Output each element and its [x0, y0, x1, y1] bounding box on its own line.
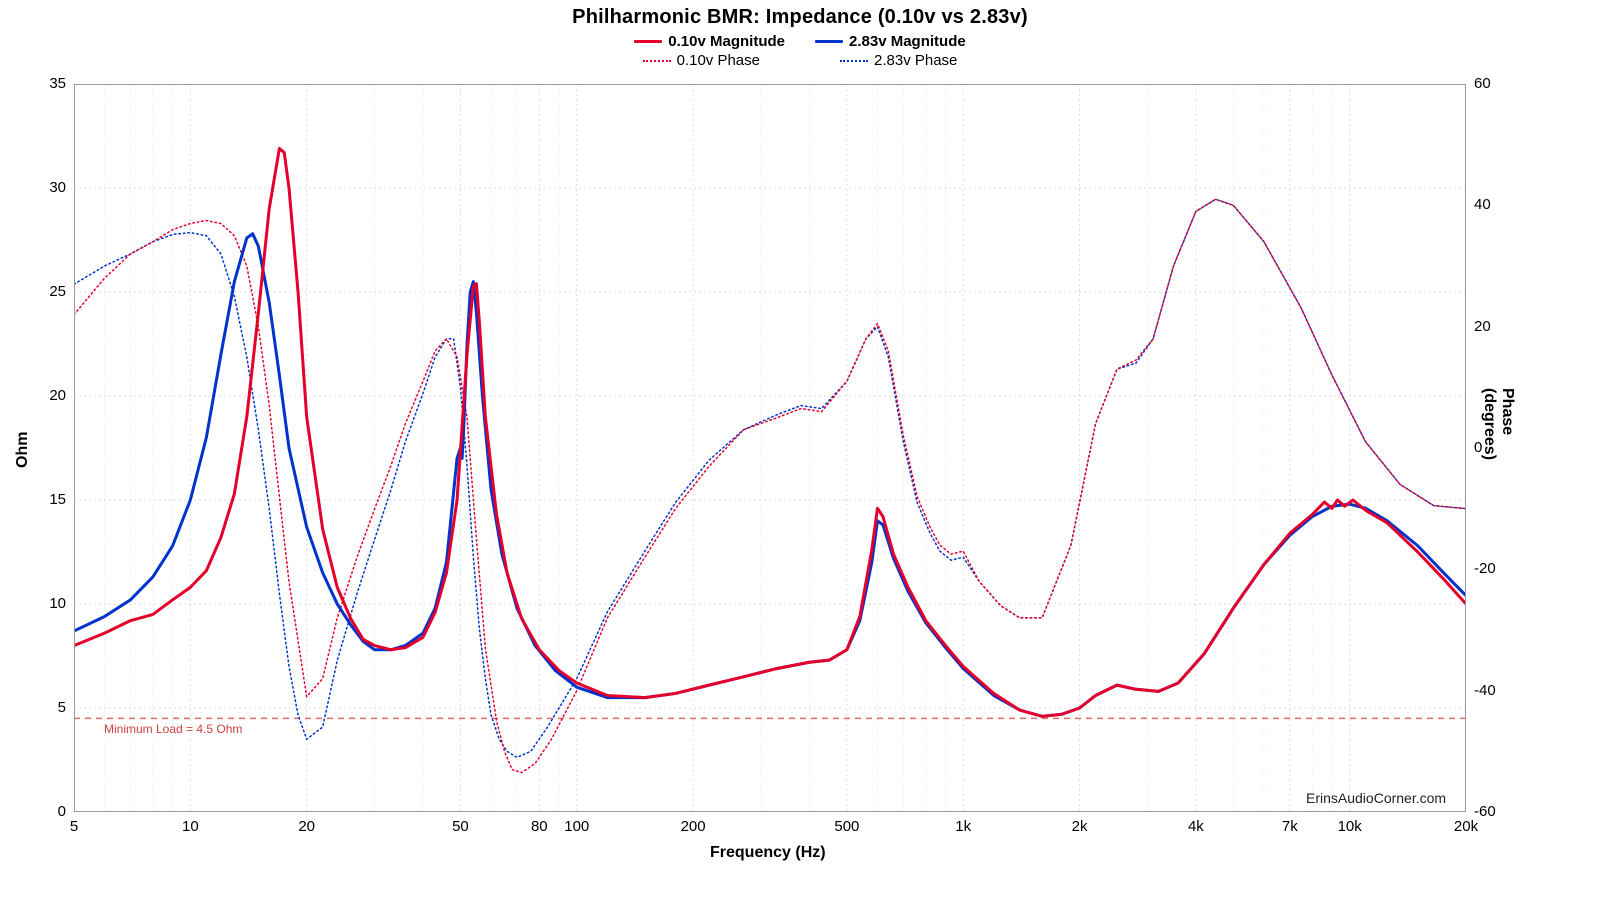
min-load-annotation: Minimum Load = 4.5 Ohm — [104, 722, 242, 736]
legend-label: 2.83v Magnitude — [849, 33, 966, 50]
x-tick: 20 — [292, 818, 322, 835]
watermark-text: ErinsAudioCorner.com — [1306, 790, 1446, 806]
x-tick: 200 — [678, 818, 708, 835]
x-tick: 7k — [1275, 818, 1305, 835]
x-tick: 20k — [1451, 818, 1481, 835]
x-tick: 500 — [832, 818, 862, 835]
y-right-tick: -40 — [1474, 682, 1496, 699]
legend-283v-mag: 2.83v Magnitude — [815, 33, 966, 50]
y-left-tick: 30 — [49, 179, 66, 196]
y-left-tick: 25 — [49, 283, 66, 300]
y-left-tick: 15 — [49, 491, 66, 508]
y-right-tick: 60 — [1474, 75, 1491, 92]
plot-area — [74, 84, 1466, 812]
x-tick: 100 — [562, 818, 592, 835]
x-axis-label: Frequency (Hz) — [710, 844, 826, 862]
x-tick: 2k — [1065, 818, 1095, 835]
y-right-tick: -20 — [1474, 560, 1496, 577]
legend-010v-phase: 0.10v Phase — [643, 52, 760, 69]
legend-swatch — [643, 60, 671, 62]
y-left-tick: 5 — [58, 699, 66, 716]
legend-row-2: 0.10v Phase 2.83v Phase — [0, 52, 1600, 69]
legend-row-1: 0.10v Magnitude 2.83v Magnitude — [0, 33, 1600, 50]
legend-label: 2.83v Phase — [874, 52, 957, 69]
x-tick: 5 — [59, 818, 89, 835]
impedance-plot-svg — [74, 84, 1466, 812]
chart-title: Philharmonic BMR: Impedance (0.10v vs 2.… — [0, 0, 1600, 29]
x-tick: 4k — [1181, 818, 1211, 835]
x-tick: 10k — [1335, 818, 1365, 835]
y-right-tick: 0 — [1474, 439, 1482, 456]
legend-label: 0.10v Phase — [677, 52, 760, 69]
y-axis-left-label: Ohm — [14, 432, 32, 468]
x-tick: 1k — [948, 818, 978, 835]
legend-swatch — [815, 40, 843, 43]
legend-label: 0.10v Magnitude — [668, 33, 785, 50]
x-tick: 80 — [524, 818, 554, 835]
y-right-tick: 20 — [1474, 318, 1491, 335]
legend-010v-mag: 0.10v Magnitude — [634, 33, 785, 50]
y-right-tick: 40 — [1474, 196, 1491, 213]
y-left-tick: 20 — [49, 387, 66, 404]
y-left-tick: 10 — [49, 595, 66, 612]
legend-283v-phase: 2.83v Phase — [840, 52, 957, 69]
chart-container: Philharmonic BMR: Impedance (0.10v vs 2.… — [0, 0, 1600, 900]
y-axis-right-label: Phase (degrees) — [1480, 388, 1516, 472]
x-tick: 50 — [445, 818, 475, 835]
x-tick: 10 — [175, 818, 205, 835]
legend-swatch — [840, 60, 868, 62]
y-left-tick: 35 — [49, 75, 66, 92]
legend-swatch — [634, 40, 662, 43]
